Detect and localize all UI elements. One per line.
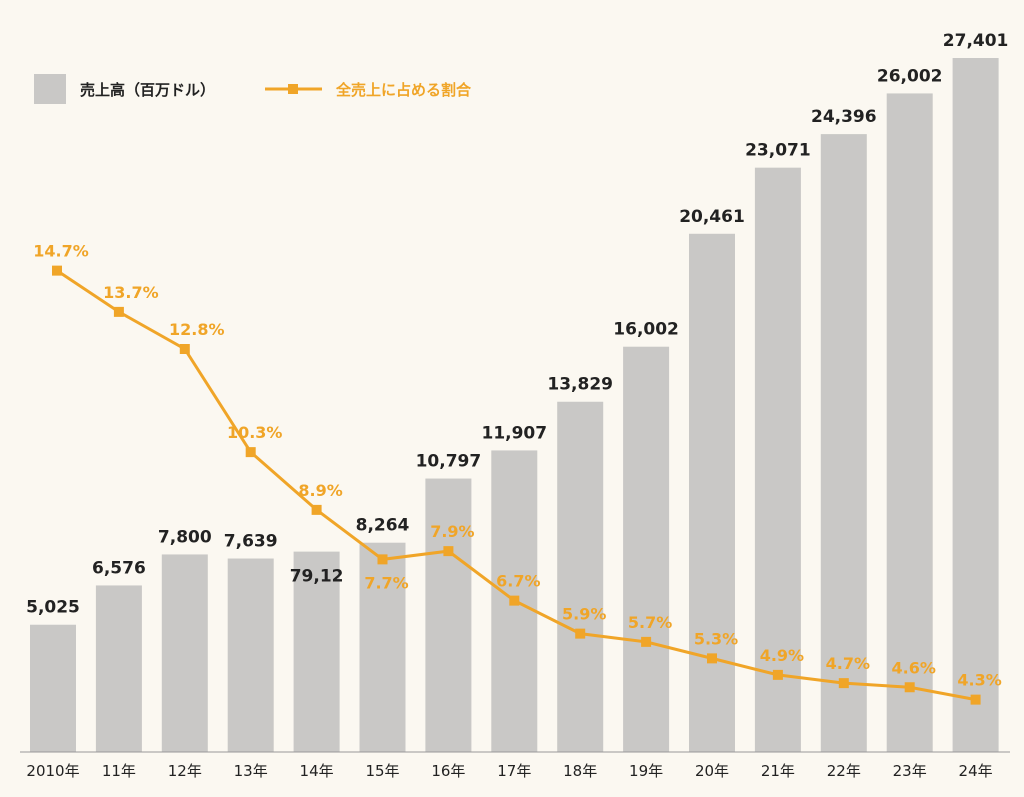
x-tick-label: 15年: [365, 762, 399, 780]
line-marker: [443, 546, 454, 557]
share-value-label: 4.7%: [826, 654, 870, 673]
x-tick-label: 24年: [959, 762, 993, 780]
share-value-label: 5.7%: [628, 613, 672, 632]
bar-value-label: 23,071: [745, 141, 811, 161]
bar-value-label: 20,461: [679, 207, 745, 227]
line-marker: [838, 678, 849, 689]
line-marker: [113, 306, 124, 317]
bar: [293, 551, 340, 752]
bar-value-label: 13,829: [547, 375, 613, 395]
line-marker: [707, 653, 717, 664]
share-value-label: 4.9%: [760, 646, 804, 665]
share-value-label: 13.7%: [103, 283, 159, 302]
line-marker: [970, 694, 981, 705]
x-tick-label: 18年: [563, 762, 597, 780]
bar-value-label: 5,025: [26, 598, 80, 618]
bar-value-label: 11,907: [481, 423, 547, 443]
bar: [30, 624, 76, 752]
line-marker: [509, 595, 520, 606]
line-marker: [245, 447, 256, 458]
bar-value-label: 16,002: [613, 320, 679, 340]
share-value-label: 12.8%: [169, 320, 225, 339]
bar: [95, 585, 142, 752]
line-marker: [52, 265, 62, 276]
bar-value-label: 79,12: [290, 567, 344, 587]
bar: [754, 167, 801, 752]
bar: [557, 401, 604, 752]
line-marker: [575, 628, 586, 639]
bar-value-label: 24,396: [811, 107, 877, 127]
legend-line-label: 全売上に占める割合: [335, 81, 472, 99]
share-value-label: 6.7%: [496, 572, 540, 591]
share-value-label: 14.7%: [33, 242, 89, 261]
bar: [161, 554, 208, 752]
bar-value-label: 10,797: [416, 452, 482, 472]
bar-value-label: 27,401: [943, 31, 1009, 51]
bar: [425, 478, 472, 752]
x-tick-label: 20年: [695, 762, 729, 780]
line-marker: [772, 669, 783, 680]
line-marker: [179, 344, 190, 354]
bar: [623, 346, 670, 752]
share-value-label: 8.9%: [298, 481, 342, 500]
x-tick-label: 14年: [300, 762, 334, 780]
bar-value-label: 6,576: [92, 558, 146, 578]
share-value-label: 10.3%: [227, 423, 283, 442]
x-tick-label: 19年: [629, 762, 663, 780]
legend: 売上高（百万ドル） 全売上に占める割合: [34, 74, 472, 104]
line-marker: [904, 682, 915, 693]
legend-bar-label: 売上高（百万ドル）: [80, 81, 215, 99]
x-tick-label: 12年: [168, 762, 202, 780]
bar: [886, 93, 933, 753]
x-tick-label: 2010年: [26, 762, 79, 780]
legend-bar-swatch: [34, 74, 66, 104]
share-value-label: 7.7%: [364, 573, 408, 592]
bar-value-label: 7,639: [224, 532, 278, 552]
x-tick-label: 21年: [761, 762, 795, 780]
x-tick-label: 22年: [827, 762, 861, 780]
bar-value-label: 8,264: [356, 516, 410, 536]
x-tick-label: 13年: [234, 762, 268, 780]
bar: [359, 542, 406, 752]
bar-value-label: 7,800: [158, 527, 212, 547]
x-tick-label: 16年: [431, 762, 465, 780]
share-value-label: 5.3%: [694, 629, 738, 648]
x-tick-label: 17年: [497, 762, 531, 780]
share-value-label: 7.9%: [430, 522, 474, 541]
legend-line-marker: [288, 84, 298, 94]
bar-value-label: 26,002: [877, 66, 943, 86]
share-value-label: 4.3%: [957, 671, 1001, 690]
bar: [820, 134, 867, 753]
x-tick-label: 23年: [893, 762, 927, 780]
line-marker: [641, 636, 652, 647]
share-value-label: 4.6%: [892, 658, 936, 677]
line-marker: [377, 554, 388, 565]
bar: [952, 58, 999, 752]
bar: [689, 233, 735, 753]
x-tick-label: 11年: [102, 762, 136, 780]
share-value-label: 5.9%: [562, 605, 606, 624]
bar: [227, 558, 274, 752]
line-marker: [311, 504, 322, 515]
